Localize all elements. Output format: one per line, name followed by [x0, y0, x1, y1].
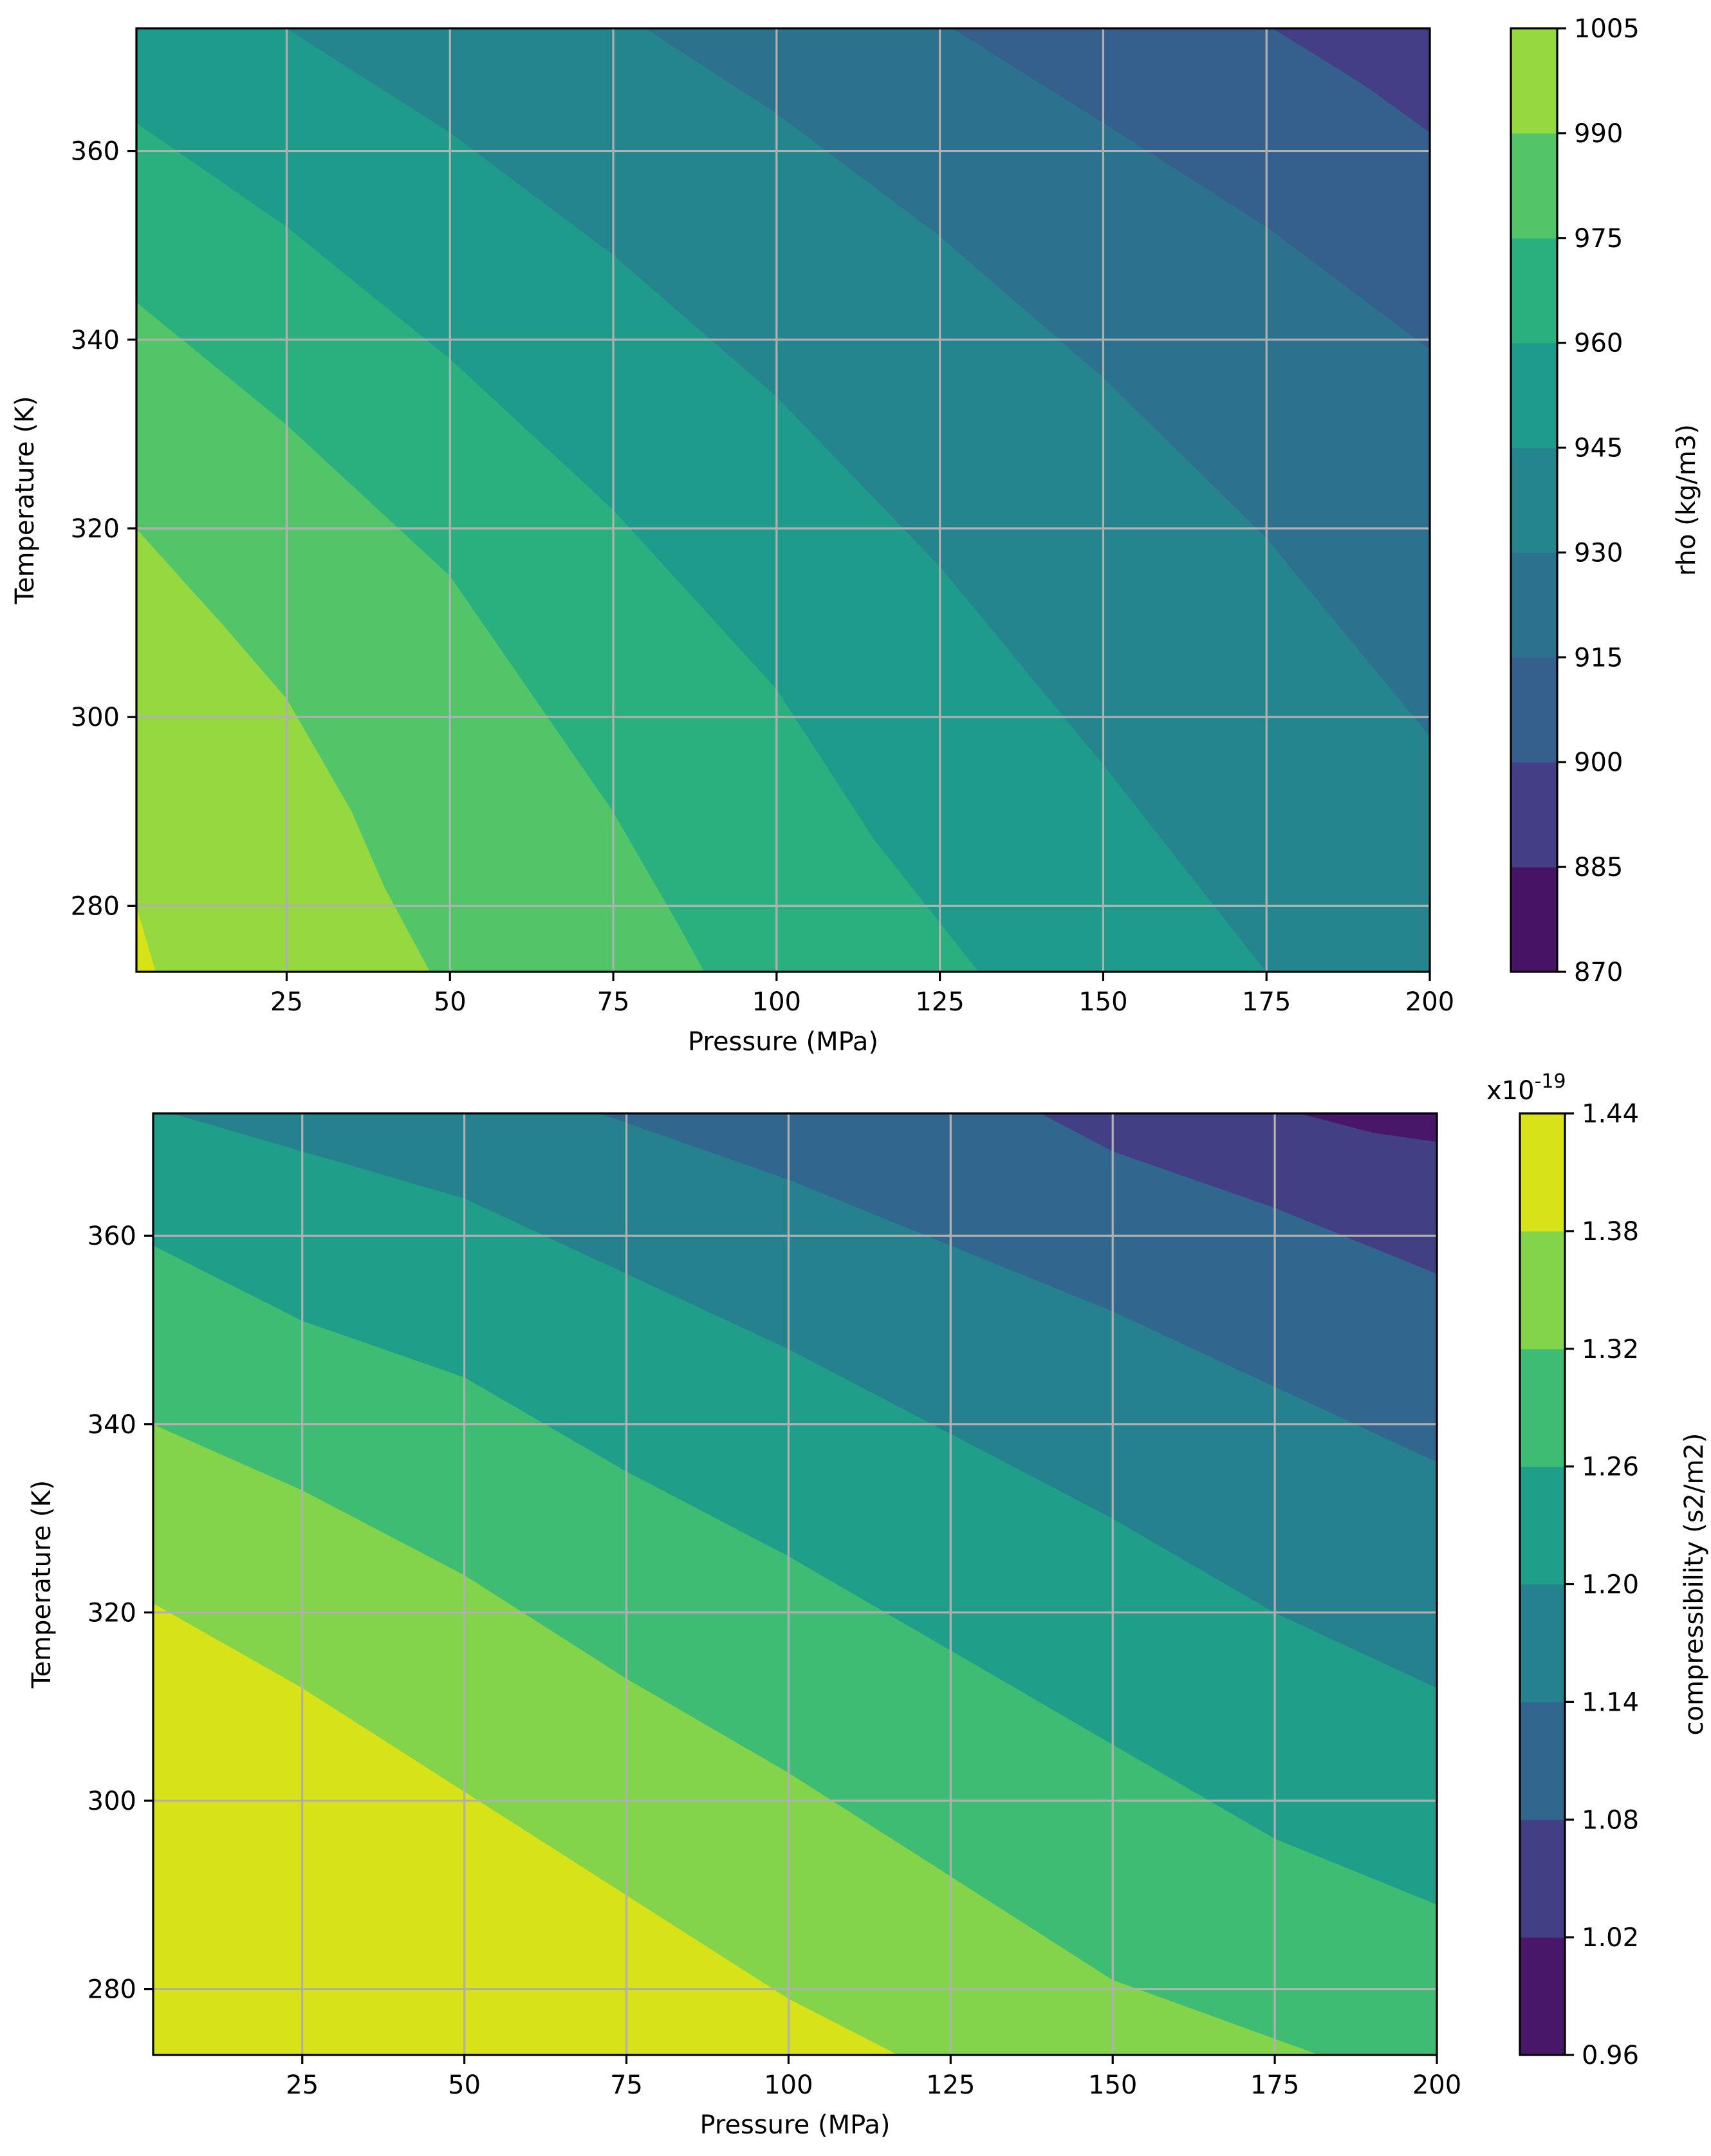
y-tick-label: 320: [88, 1598, 136, 1628]
colorbar-band: [1520, 1702, 1565, 1820]
y-tick-label: 280: [88, 1975, 136, 2005]
colorbar-band: [1511, 867, 1557, 972]
colorbar-band: [1520, 1466, 1565, 1585]
colorbar-band: [1511, 552, 1557, 658]
x-tick-label: 100: [764, 2070, 813, 2100]
colorbar-tick-label: 885: [1574, 853, 1623, 882]
x-tick-label: 50: [434, 987, 467, 1017]
colorbar-tick-label: 915: [1574, 643, 1623, 673]
colorbar-tick-label: 960: [1574, 329, 1623, 358]
contour-plot-area: [153, 1113, 1437, 2055]
y-tick-label: 360: [71, 137, 120, 167]
colorbar: 0.96 1.02 1.08 1.14 1.20 1.26 1.32 1.38 1.44 comp…: [1486, 1070, 1709, 2070]
colorbar-band: [1511, 133, 1557, 239]
colorbar-tick-label: 930: [1574, 538, 1623, 568]
colorbar-band: [1511, 342, 1557, 449]
contour-band-885-900: [1272, 28, 1430, 133]
colorbar-tick-label: 1.32: [1582, 1335, 1639, 1364]
colorbar-tick-label: 870: [1574, 958, 1623, 987]
y-tick-label: 300: [71, 703, 120, 732]
colorbar-tick-label: 900: [1574, 748, 1623, 777]
y-tick-label: 300: [88, 1787, 136, 1816]
y-axis-label: Temperature (K): [10, 396, 40, 605]
colorbar-tick-label: 1.38: [1582, 1217, 1639, 1247]
axes-frame: [152, 1112, 1438, 2056]
x-tick-label: 125: [926, 2070, 975, 2100]
x-tick-label: 200: [1412, 2070, 1461, 2100]
chart-1: 25 50 75 100 125 150 175 200 280 300 320 340 360 Pres…: [10, 14, 1701, 1057]
colorbar-label: compressibility (s2/m2): [1679, 1433, 1709, 1736]
colorbar-band: [1511, 762, 1557, 868]
x-tick-label: 150: [1088, 2070, 1137, 2100]
contour-plot-area: [136, 28, 1430, 972]
x-tick-label: 150: [1078, 987, 1127, 1017]
colorbar-band: [1520, 1113, 1565, 1232]
colorbar-band: [1520, 1584, 1565, 1702]
x-tick-label: 175: [1250, 2070, 1299, 2100]
x-axis-label: Pressure (MPa): [688, 1027, 878, 1057]
colorbar-tick-label: 1.02: [1582, 1923, 1639, 1953]
colorbar-tick-label: 0.96: [1582, 2041, 1639, 2070]
colorbar-band: [1520, 1937, 1565, 2056]
contour-band-0.96-1.02: [1300, 1113, 1437, 1142]
y-tick-label: 360: [88, 1222, 136, 1251]
colorbar-label: rho (kg/m3): [1672, 424, 1701, 576]
colorbar-band: [1520, 1231, 1565, 1350]
x-tick-label: 25: [286, 2070, 319, 2100]
x-axis-label: Pressure (MPa): [699, 2110, 890, 2140]
x-tick-label: 100: [752, 987, 801, 1017]
x-tick-label: 200: [1405, 987, 1454, 1017]
colorbar: 870 885 900 915 930 945 960 975 990 1005 rho (kg/m…: [1510, 14, 1701, 987]
x-tick-label: 75: [597, 987, 630, 1017]
x-tick-label: 75: [610, 2070, 643, 2100]
colorbar-tick-label: 1.14: [1582, 1687, 1639, 1717]
chart-2: 25 50 75 100 125 150 175 200 280 300 320 340 360 Pres…: [27, 1070, 1709, 2140]
colorbar-frame: [1510, 27, 1558, 973]
x-tick-label: 175: [1242, 987, 1291, 1017]
colorbar-band: [1520, 1819, 1565, 1938]
grid: [136, 28, 1431, 972]
y-tick-label: 280: [71, 891, 120, 921]
x-tick-label: 125: [915, 987, 964, 1017]
colorbar-tick-label: 1.20: [1582, 1570, 1639, 1600]
colorbar-band: [1511, 28, 1557, 134]
colorbar-band: [1511, 237, 1557, 344]
x-tick-label: 50: [448, 2070, 481, 2100]
x-tick-label: 25: [270, 987, 303, 1017]
colorbar-tick-label: 1.26: [1582, 1453, 1639, 1482]
colorbar-tick-label: 945: [1574, 434, 1623, 463]
colorbar-band: [1511, 657, 1557, 763]
contour-band-900-915: [952, 28, 1430, 349]
axes-frame: [135, 27, 1431, 973]
colorbar-band: [1520, 1348, 1565, 1467]
y-tick-label: 320: [71, 514, 120, 544]
colorbar-band: [1511, 447, 1557, 553]
colorbar-tick-label: 975: [1574, 224, 1623, 254]
colorbar-tick-label: 1.44: [1582, 1099, 1639, 1129]
colorbar-tick-label: 1.08: [1582, 1805, 1639, 1835]
y-tick-label: 340: [71, 326, 120, 355]
y-tick-label: 340: [88, 1410, 136, 1440]
y-axis-label: Temperature (K): [27, 1480, 57, 1689]
colorbar-offset: x10-19: [1486, 1070, 1566, 1106]
contour-band-1.02-1.08: [1040, 1113, 1437, 1274]
colorbar-tick-label: 990: [1574, 119, 1623, 149]
colorbar-tick-label: 1005: [1574, 14, 1640, 44]
